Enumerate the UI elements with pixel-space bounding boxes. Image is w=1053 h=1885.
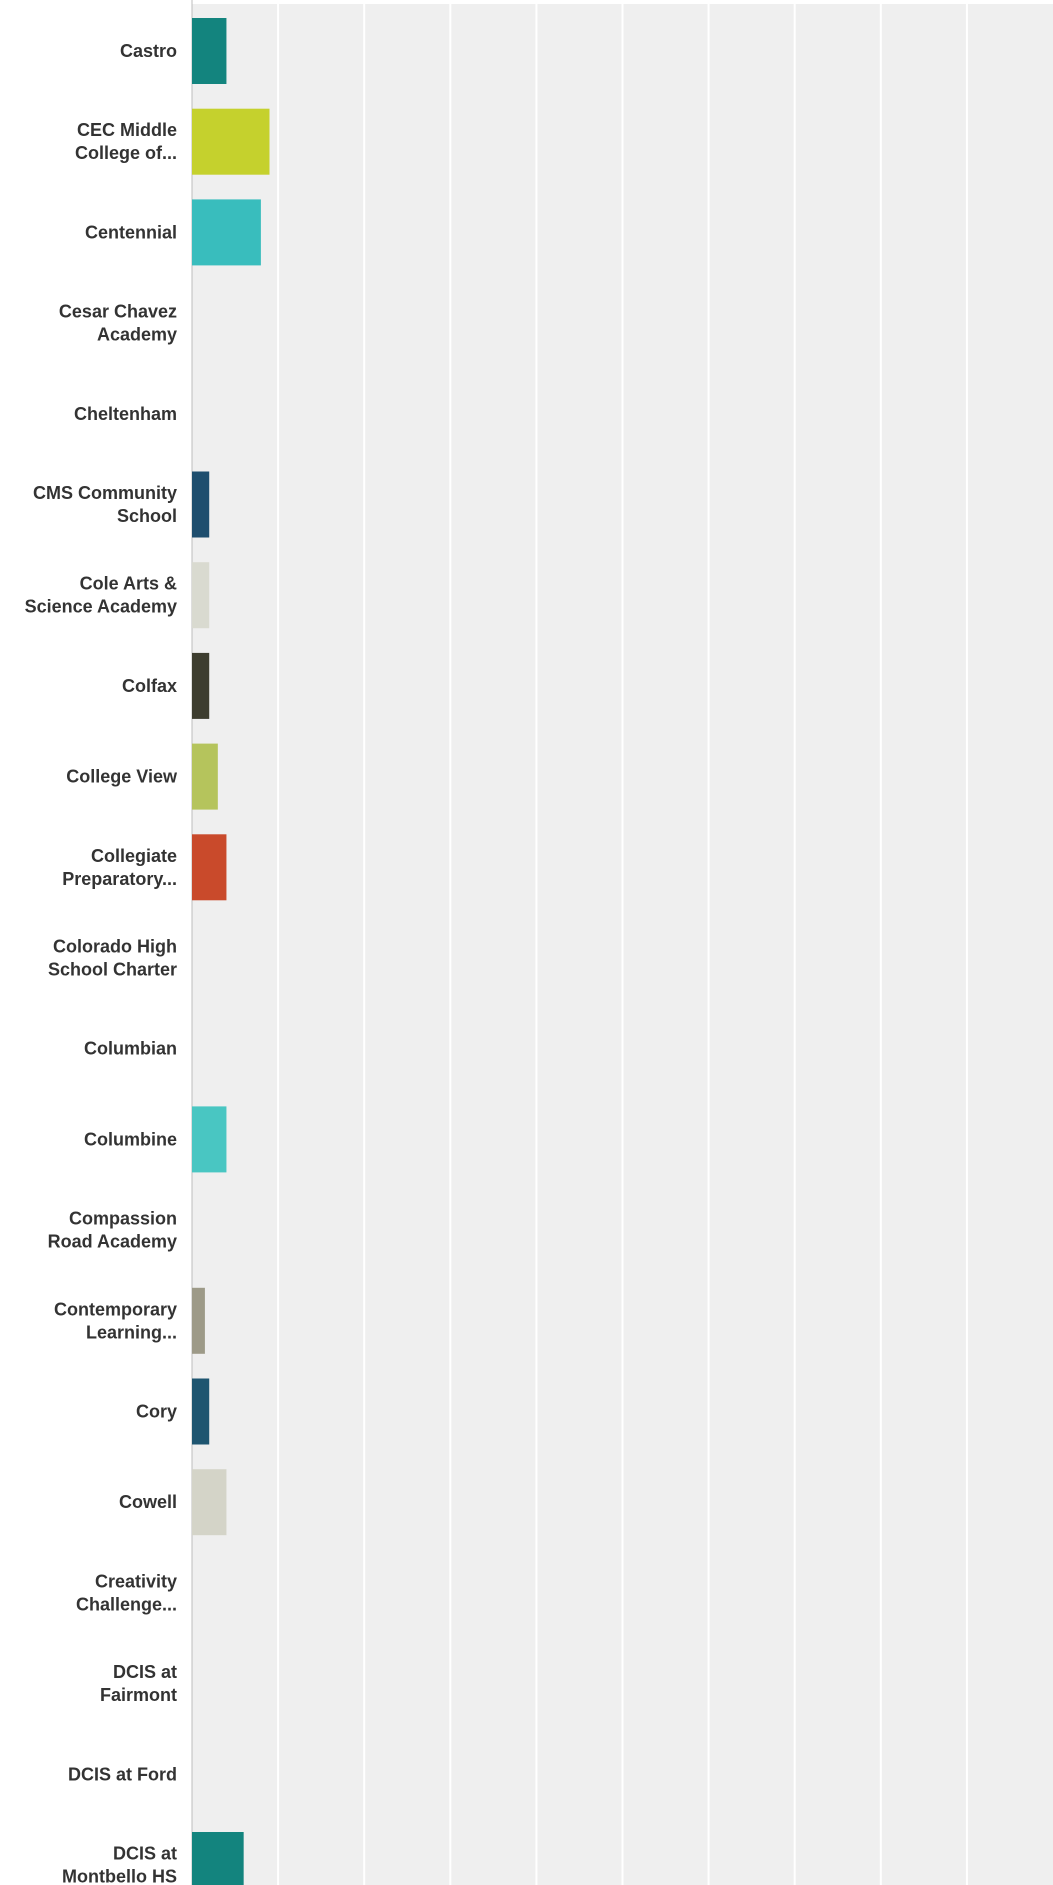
category-label-line: Colorado High [53,937,177,957]
category-label-line: School Charter [48,960,177,980]
category-label-line: Preparatory... [62,869,177,889]
category-label-line: Columbian [84,1039,177,1059]
bar [192,18,227,84]
category-label-line: Cheltenham [74,404,177,424]
bar [192,562,210,629]
bar [192,1378,210,1445]
category-label-line: Cesar Chavez [59,302,177,322]
category-label: Collegiate Preparatory... [62,846,177,889]
category-label: Colorado High School Charter [48,937,177,980]
category-labels: Castro CEC Middle College of... Centennial C… [25,41,178,1885]
category-label-line: Challenge... [76,1594,177,1614]
category-label: CMS Community School [33,483,177,526]
category-label: DCIS at Montbello HS [62,1844,177,1885]
category-label-line: Castro [120,41,177,61]
bar [192,1469,227,1536]
category-label: Compassion Road Academy [48,1209,177,1252]
category-label-line: CMS Community [33,483,177,503]
category-label-line: Road Academy [48,1232,177,1252]
category-label-line: Academy [97,325,177,345]
category-label-line: Science Academy [25,597,177,617]
bar [192,1832,244,1885]
bar [192,743,218,810]
bar [192,108,270,175]
category-label: Contemporary Learning... [54,1299,177,1342]
category-label-line: Cory [136,1402,177,1422]
category-label-line: Compassion [69,1209,177,1229]
category-label: Colfax [122,676,177,696]
category-label-line: Cole Arts & [80,574,177,594]
category-label: DCIS at Ford [68,1764,177,1784]
category-label-line: Creativity [95,1571,177,1591]
category-label: Cole Arts & Science Academy [25,574,177,617]
category-label-line: DCIS at Ford [68,1764,177,1784]
category-label: Cory [136,1402,177,1422]
category-label-line: School [117,506,177,526]
category-label-line: Learning... [86,1322,177,1342]
category-label-line: CEC Middle [77,120,177,140]
category-label: Castro [120,41,177,61]
category-label: CEC Middle College of... [75,120,177,163]
category-label: Cheltenham [74,404,177,424]
category-label: Cowell [119,1492,177,1512]
category-label: DCIS at Fairmont [100,1662,177,1705]
category-label-line: Fairmont [100,1685,177,1705]
bar [192,1106,227,1173]
category-label-line: Colfax [122,676,177,696]
category-label-line: Centennial [85,222,177,242]
category-label-line: College of... [75,143,177,163]
gridlines [277,4,968,1885]
category-label-line: Montbello HS [62,1867,177,1885]
category-label-line: Cowell [119,1492,177,1512]
category-label: Creativity Challenge... [76,1571,177,1614]
bar [192,199,261,266]
category-label: Columbine [84,1129,177,1149]
bar [192,652,210,719]
category-label: Columbian [84,1039,177,1059]
bar [192,471,210,538]
category-label: Centennial [85,222,177,242]
category-label-line: Contemporary [54,1299,177,1319]
bar [192,1287,205,1354]
category-label-line: Columbine [84,1129,177,1149]
category-label-line: College View [66,767,178,787]
bars [192,18,270,1885]
category-label: Cesar Chavez Academy [59,302,177,345]
bar [192,834,227,901]
category-label-line: DCIS at [113,1844,177,1864]
category-label-line: Collegiate [91,846,177,866]
category-label-line: DCIS at [113,1662,177,1682]
category-label: College View [66,767,178,787]
